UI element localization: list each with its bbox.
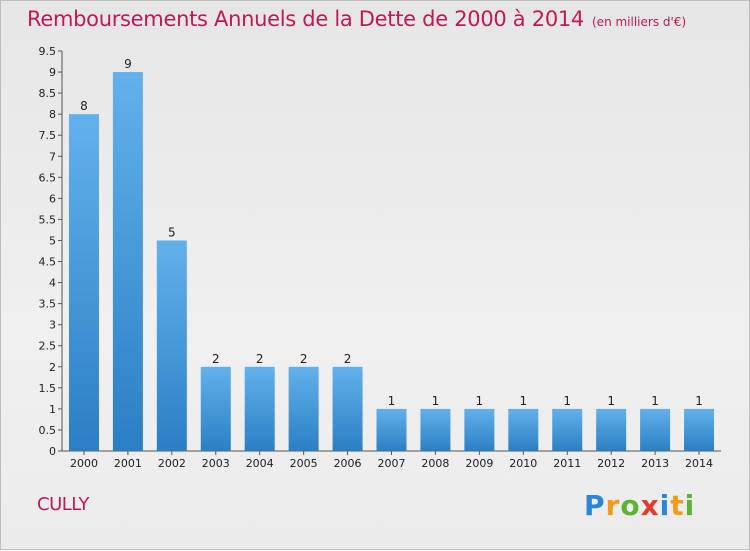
y-tick-label: 5.5 (39, 213, 57, 226)
bar (112, 72, 143, 451)
y-tick-label: 1.5 (39, 382, 57, 395)
chart-subtitle: (en milliers d'€) (592, 15, 687, 29)
x-tick-label: 2010 (509, 457, 537, 470)
bar (420, 408, 451, 451)
bar-value-label: 1 (476, 394, 484, 408)
y-tick-label: 1 (49, 403, 56, 416)
x-tick-label: 2014 (685, 457, 713, 470)
bar (596, 408, 627, 451)
bar (640, 408, 671, 451)
bar (288, 366, 319, 451)
y-tick-label: 8.5 (39, 87, 57, 100)
logo-letter: P (584, 489, 606, 522)
bar (200, 366, 231, 451)
bar (244, 366, 275, 451)
bar-value-label: 1 (388, 394, 396, 408)
bar-value-label: 2 (256, 352, 264, 366)
y-tick-label: 3.5 (39, 298, 57, 311)
bar-value-label: 5 (168, 225, 176, 239)
x-tick-label: 2009 (465, 457, 493, 470)
y-tick-label: 0 (49, 445, 56, 458)
y-tick-label: 3 (49, 319, 56, 332)
bar-value-label: 1 (432, 394, 440, 408)
y-tick-label: 4 (49, 277, 56, 290)
logo-letter: o (620, 489, 641, 522)
y-tick-label: 6.5 (39, 171, 57, 184)
logo-letter: i (684, 489, 696, 522)
y-tick-label: 5 (49, 234, 56, 247)
x-tick-label: 2011 (553, 457, 581, 470)
bar (552, 408, 583, 451)
logo-letter: t (670, 489, 685, 522)
x-tick-label: 2002 (158, 457, 186, 470)
bar-value-label: 1 (607, 394, 615, 408)
y-tick-label: 8 (49, 108, 56, 121)
bar (68, 114, 99, 451)
bar (156, 240, 187, 451)
bar (684, 408, 715, 451)
logo-letter: r (605, 489, 621, 522)
bar-value-label: 1 (563, 394, 571, 408)
x-tick-label: 2000 (70, 457, 98, 470)
x-tick-label: 2005 (290, 457, 318, 470)
chart-title: Remboursements Annuels de la Dette de 20… (27, 7, 584, 31)
bar-value-label: 1 (651, 394, 659, 408)
x-tick-label: 2013 (641, 457, 669, 470)
x-tick-label: 2001 (114, 457, 142, 470)
y-tick-label: 9.5 (39, 45, 57, 58)
bar (376, 408, 407, 451)
y-tick-label: 4.5 (39, 256, 57, 269)
y-tick-label: 0.5 (39, 424, 57, 437)
x-tick-label: 2007 (378, 457, 406, 470)
logo-letter: i (659, 489, 671, 522)
x-tick-label: 2003 (202, 457, 230, 470)
x-tick-label: 2008 (421, 457, 449, 470)
bar-value-label: 2 (344, 352, 352, 366)
y-tick-label: 2.5 (39, 340, 57, 353)
x-tick-label: 2004 (246, 457, 274, 470)
x-tick-label: 2012 (597, 457, 625, 470)
x-tick-label: 2006 (334, 457, 362, 470)
bar (508, 408, 539, 451)
bar-value-label: 1 (519, 394, 527, 408)
place-name: CULLY (37, 494, 89, 515)
bar-value-label: 2 (300, 352, 308, 366)
bar-value-label: 1 (695, 394, 703, 408)
bar (332, 366, 363, 451)
bar-layer: 8 9 5 2 2 2 2 1 1 1 1 1 1 1 1 (68, 57, 715, 451)
bar (464, 408, 495, 451)
y-tick-label: 9 (49, 66, 56, 79)
y-tick-label: 2 (49, 361, 56, 374)
axis-layer: 0 0.5 1 1.5 2 2.5 3 3.5 4 4.5 5 5.5 6 6.5 7 7.5 8 8.5 9 9.5… (39, 45, 721, 470)
y-tick-label: 7 (49, 150, 56, 163)
logo-letter: x (640, 489, 660, 522)
y-tick-label: 7.5 (39, 129, 57, 142)
bar-value-label: 2 (212, 352, 220, 366)
bar-value-label: 9 (124, 57, 132, 71)
proxiti-logo: Proxiti (584, 489, 695, 522)
bar-value-label: 8 (80, 99, 88, 113)
y-tick-label: 6 (49, 192, 56, 205)
chart-title-line: Remboursements Annuels de la Dette de 20… (27, 7, 686, 31)
